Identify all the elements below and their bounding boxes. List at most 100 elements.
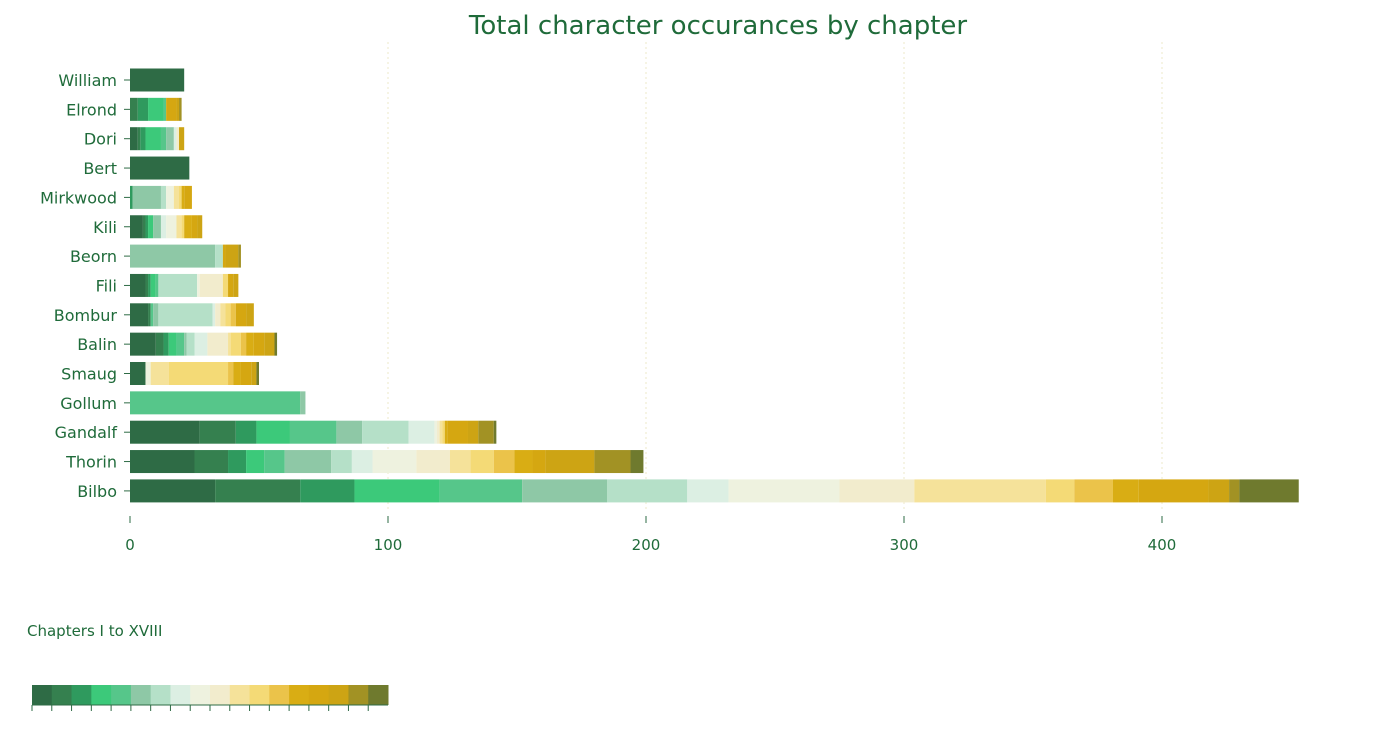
bar-segment-balin-ch-III bbox=[163, 332, 169, 356]
x-tick-label-400: 400 bbox=[1148, 536, 1177, 554]
bar-smaug bbox=[130, 362, 259, 385]
x-tick-label-300: 300 bbox=[890, 536, 919, 554]
bar-segment-thorin-ch-IX bbox=[372, 450, 417, 474]
bar-segment-fili-ch-III bbox=[148, 273, 151, 297]
bar-segment-kili-ch-VIII bbox=[160, 215, 167, 239]
bar-segment-thorin-ch-XVII bbox=[594, 450, 631, 474]
bar-segment-bilbo-ch-XI bbox=[914, 479, 1046, 503]
bar-segment-gandalf-ch-IX bbox=[434, 420, 438, 444]
bar-segment-smaug-ch-XI bbox=[150, 362, 169, 385]
y-label-fili: Fili bbox=[96, 276, 117, 295]
bar-segment-gandalf-ch-VII bbox=[362, 420, 409, 444]
bar-segment-elrond-ch-IV bbox=[148, 97, 164, 121]
chapter-legend: Chapters I to XVIII bbox=[27, 622, 389, 711]
legend-swatch-ch-XV bbox=[308, 685, 330, 705]
bar-segment-bombur-ch-XVI bbox=[246, 303, 254, 327]
bar-segment-dori-ch-XVI bbox=[179, 127, 185, 151]
bar-segment-mirkwood-ch-XIV bbox=[181, 185, 185, 209]
y-label-bombur: Bombur bbox=[54, 306, 118, 325]
bar-segment-kili-ch-II bbox=[142, 215, 146, 239]
bar-segment-balin-ch-XIII bbox=[240, 332, 247, 356]
bar-segment-bilbo-ch-I bbox=[130, 479, 216, 503]
bar-segment-fili-ch-XV bbox=[228, 273, 234, 297]
bar-segment-thorin-ch-XVI bbox=[545, 450, 595, 474]
bars bbox=[130, 68, 1299, 503]
bar-segment-bombur-ch-VIII bbox=[212, 303, 216, 327]
y-label-dori: Dori bbox=[84, 130, 117, 149]
bar-segment-thorin-ch-X bbox=[416, 450, 450, 474]
bar-segment-thorin-ch-V bbox=[264, 450, 285, 474]
bar-segment-bombur-ch-I bbox=[130, 303, 149, 327]
bar-segment-balin-ch-XV bbox=[253, 332, 265, 356]
bar-segment-thorin-ch-XII bbox=[470, 450, 494, 474]
bar-segment-bilbo-ch-XIII bbox=[1074, 479, 1113, 503]
bar-segment-thorin-ch-VII bbox=[331, 450, 352, 474]
bar-fili bbox=[130, 273, 239, 297]
bar-segment-gandalf-ch-XV bbox=[447, 420, 468, 444]
legend-swatch-ch-VI bbox=[130, 685, 152, 705]
bar-segment-beorn-ch-XVII bbox=[238, 244, 241, 268]
bar-segment-thorin-ch-XIV bbox=[514, 450, 533, 474]
bar-segment-dori-ch-II bbox=[137, 127, 141, 151]
bar-segment-bilbo-ch-X bbox=[839, 479, 915, 503]
x-tick-label-100: 100 bbox=[374, 536, 403, 554]
bar-segment-balin-ch-VI bbox=[184, 332, 187, 356]
bar-segment-kili-ch-XI bbox=[176, 215, 182, 239]
bar-segment-balin-ch-XI bbox=[228, 332, 231, 356]
bar-segment-kili-ch-VI bbox=[153, 215, 161, 239]
bar-segment-kili-ch-XII bbox=[181, 215, 185, 239]
bar-segment-elrond-ch-II bbox=[130, 97, 138, 121]
bar-segment-kili-ch-III bbox=[145, 215, 149, 239]
bar-segment-balin-ch-I bbox=[130, 332, 156, 356]
bar-segment-bilbo-ch-XIV bbox=[1112, 479, 1139, 503]
bar-balin bbox=[130, 332, 278, 356]
bar-segment-thorin-ch-III bbox=[228, 450, 247, 474]
y-label-kili: Kili bbox=[93, 218, 117, 237]
bar-segment-bombur-ch-VII bbox=[158, 303, 213, 327]
y-label-william: William bbox=[58, 71, 117, 90]
bar-segment-balin-ch-VII bbox=[186, 332, 195, 356]
bar-kili bbox=[130, 215, 203, 239]
bar-segment-bombur-ch-VI bbox=[153, 303, 159, 327]
bar-segment-fili-ch-IV bbox=[150, 273, 156, 297]
bar-dori bbox=[130, 127, 185, 151]
bar-segment-smaug-ch-XVIII bbox=[256, 362, 259, 385]
bar-segment-gandalf-ch-II bbox=[199, 420, 236, 444]
bar-segment-thorin-ch-VIII bbox=[351, 450, 373, 474]
bar-segment-mirkwood-ch-XI bbox=[173, 185, 180, 209]
bar-segment-bilbo-ch-II bbox=[215, 479, 301, 503]
legend-swatch-ch-VIII bbox=[170, 685, 191, 705]
bar-segment-bilbo-ch-XVIII bbox=[1239, 479, 1299, 503]
bar-segment-mirkwood-ch-XII bbox=[179, 185, 182, 209]
bar-segment-gandalf-ch-XI bbox=[439, 420, 443, 444]
bar-gandalf bbox=[130, 420, 497, 444]
bar-segment-bilbo-ch-III bbox=[300, 479, 355, 503]
bar-segment-balin-ch-XVIII bbox=[274, 332, 278, 356]
bar-thorin bbox=[130, 450, 644, 474]
bar-segment-bombur-ch-X bbox=[215, 303, 221, 327]
bar-segment-gandalf-ch-XVI bbox=[467, 420, 479, 444]
bar-segment-bilbo-ch-VI bbox=[522, 479, 608, 503]
chart-title: Total character occurances by chapter bbox=[468, 11, 967, 41]
bar-segment-gandalf-ch-I bbox=[130, 420, 200, 444]
bar-segment-beorn-ch-XVI bbox=[225, 244, 239, 268]
bar-segment-balin-ch-X bbox=[207, 332, 229, 356]
bar-segment-kili-ch-IV bbox=[148, 215, 154, 239]
y-label-smaug: Smaug bbox=[61, 365, 117, 384]
bar-segment-dori-ch-IV bbox=[145, 127, 161, 151]
bar-segment-elrond-ch-XV bbox=[166, 97, 177, 121]
bar-segment-gandalf-ch-III bbox=[235, 420, 257, 444]
bar-segment-thorin-ch-I bbox=[130, 450, 195, 474]
bar-mirkwood bbox=[130, 185, 192, 209]
bar-gollum bbox=[130, 391, 306, 415]
grid bbox=[387, 42, 1163, 512]
y-label-mirkwood: Mirkwood bbox=[40, 188, 117, 207]
bar-segment-gandalf-ch-XIV bbox=[444, 420, 448, 444]
bar-segment-smaug-ch-XV bbox=[240, 362, 252, 385]
bar-segment-mirkwood-ch-III bbox=[130, 185, 133, 209]
legend-swatch-ch-VII bbox=[150, 685, 171, 705]
bar-segment-bilbo-ch-IV bbox=[354, 479, 440, 503]
y-label-gandalf: Gandalf bbox=[55, 423, 118, 442]
bar-segment-bilbo-ch-VII bbox=[607, 479, 688, 503]
